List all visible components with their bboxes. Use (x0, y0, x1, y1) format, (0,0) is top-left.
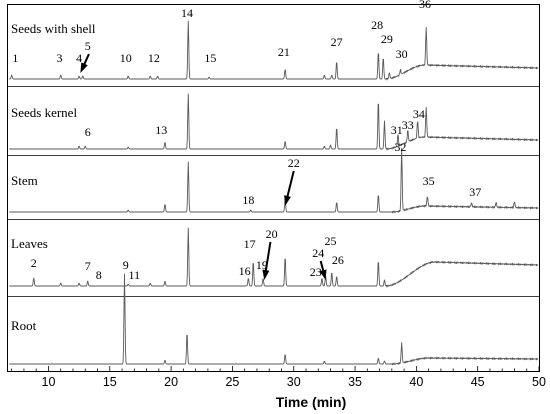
panel-name: Stem (11, 173, 38, 188)
peak-label: 16 (239, 264, 251, 278)
peak-label: 37 (469, 185, 481, 199)
x-axis-label: Time (min) (276, 394, 347, 410)
peak-label: 34 (413, 107, 425, 121)
peak-label: 19 (256, 258, 268, 272)
peak-arrowhead (80, 62, 88, 73)
peak-label: 18 (242, 193, 254, 207)
peak-label: 9 (123, 258, 129, 272)
panel-name: Leaves (11, 236, 48, 251)
x-tick-label: 35 (348, 375, 362, 389)
peak-label: 7 (85, 259, 91, 273)
peak-label: 6 (85, 125, 91, 139)
panel-name: Root (11, 318, 37, 333)
peak-label: 33 (402, 118, 414, 132)
x-tick-label: 25 (225, 375, 239, 389)
peak-label: 5 (85, 39, 91, 53)
peak-label: 30 (396, 47, 408, 61)
peak-label: 22 (288, 156, 300, 170)
peak-arrowhead (319, 269, 327, 280)
chromatogram-trace (9, 227, 539, 288)
peak-label: 27 (331, 35, 343, 49)
peak-arrow (264, 241, 272, 275)
peak-label: 12 (148, 51, 160, 65)
peak-arrowhead (284, 195, 291, 206)
x-tick-label: 10 (42, 375, 56, 389)
plot-frame (7, 4, 540, 372)
chromatogram-trace (9, 93, 539, 151)
peak-label: 1 (12, 51, 18, 65)
peak-label: 21 (278, 45, 290, 59)
peak-label: 36 (419, 0, 431, 11)
peak-arrow (285, 170, 295, 201)
panel-name: Seeds kernel (11, 105, 77, 120)
peak-label: 28 (371, 18, 383, 32)
peak-arrowhead (262, 269, 270, 280)
x-tick-label: 45 (471, 375, 485, 389)
peak-label: 14 (181, 6, 193, 20)
peak-label: 25 (325, 234, 337, 248)
peak-label: 35 (423, 174, 435, 188)
x-tick-label: 20 (164, 375, 178, 389)
peak-label: 24 (312, 246, 324, 260)
peak-label: 26 (332, 253, 344, 267)
x-tick-label: 50 (532, 375, 546, 389)
chromatogram-trace (9, 148, 539, 214)
x-tick-label: 40 (409, 375, 423, 389)
peak-label: 15 (204, 51, 216, 65)
panel-name: Seeds with shell (11, 21, 96, 36)
peak-label: 3 (57, 51, 63, 65)
chromatogram-trace (9, 20, 539, 81)
panel-4: Root 9 (9, 258, 539, 366)
peak-label: 20 (266, 227, 278, 241)
peak-label: 11 (129, 268, 141, 282)
peak-label: 10 (120, 51, 132, 65)
peak-label: 2 (31, 256, 37, 270)
peak-label: 29 (381, 32, 393, 46)
peak-label: 13 (155, 123, 167, 137)
peak-label: 23 (310, 265, 322, 279)
x-axis: 10 15 20 25 30 35 40 45 50 (11, 366, 546, 389)
panel-2: Stem 32 18 22 35 37 (9, 140, 539, 214)
peak-label: 17 (244, 237, 256, 251)
chromatogram-trace (9, 273, 539, 366)
x-tick-label: 15 (103, 375, 117, 389)
peak-label: 32 (394, 140, 406, 154)
peak-label: 4 (76, 51, 82, 65)
peak-label: 31 (391, 123, 403, 137)
x-tick-label: 30 (287, 375, 301, 389)
peak-label: 8 (96, 268, 102, 282)
